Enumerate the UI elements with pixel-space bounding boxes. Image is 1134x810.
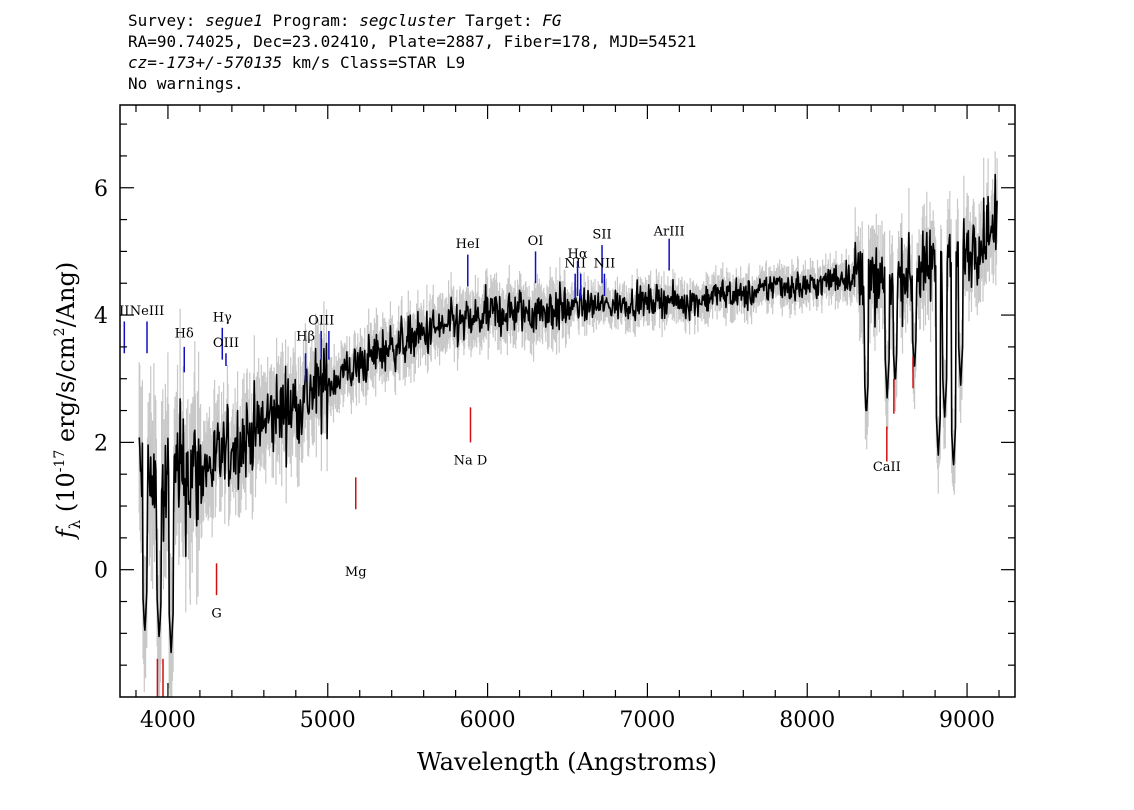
emission-line-label: Hα [568,247,588,262]
spectrum-header: Survey: segue1 Program: segcluster Targe… [128,10,696,94]
axis-ticks: 4000 5000 6000 7000 8000 9000 0 2 4 6 [94,105,1015,733]
x-axis-title: Wavelength (Angstroms) [417,748,717,776]
y-tick-label: 0 [94,559,108,584]
program-value: segcluster [359,11,456,30]
y-tick-label: 4 [94,304,108,329]
y-tick-label: 6 [94,177,108,202]
x-tick-label: 7000 [619,708,675,733]
flux-series [138,173,998,654]
emission-line-label: Hβ [296,330,315,345]
emission-line-label: OIII [213,336,239,351]
target-value: FG [542,11,562,30]
emission-line-label: NII [594,256,616,271]
emission-line-label: ArIII [653,224,685,239]
header-line-coordinates: RA=90.74025, Dec=23.02410, Plate=2887, F… [128,32,697,51]
x-tick-label: 8000 [779,708,835,733]
header-line-warnings: No warnings. [128,74,244,93]
emission-line-label: NeIII [130,304,164,319]
error-series [138,151,998,697]
x-tick-label: 4000 [140,708,196,733]
emission-line-label: HeI [456,237,480,252]
emission-line-label: OI [528,234,544,249]
x-tick-label: 6000 [460,708,516,733]
absorption-line-label: CaII [873,460,901,475]
survey-value: segue1 [205,11,263,30]
header-line-survey: Survey: segue1 Program: segcluster Targe… [128,11,562,30]
plot-frame [119,104,1016,698]
emission-line-label: II [119,304,129,319]
y-axis-title: fλ (10-17 erg/s/cm2/Ang) [52,262,84,540]
plot-area [138,151,998,697]
emission-line-label: Hδ [175,326,194,341]
absorption-line-label: G [211,606,221,621]
emission-line-label: Hγ [213,310,232,325]
x-tick-label: 9000 [939,708,995,733]
header-line-redshift: cz=-173+/-570135 km/s Class=STAR L9 [128,53,466,72]
x-tick-label: 5000 [300,708,356,733]
absorption-line-label: Mg [345,565,367,580]
cz-value: -173+/-570135 [156,53,283,72]
emission-line-label: NII [564,256,586,271]
absorption-line-label: Na D [454,454,488,469]
emission-line-label: OIII [308,314,334,329]
y-tick-label: 2 [94,431,108,456]
emission-line-label: SII [592,228,611,243]
